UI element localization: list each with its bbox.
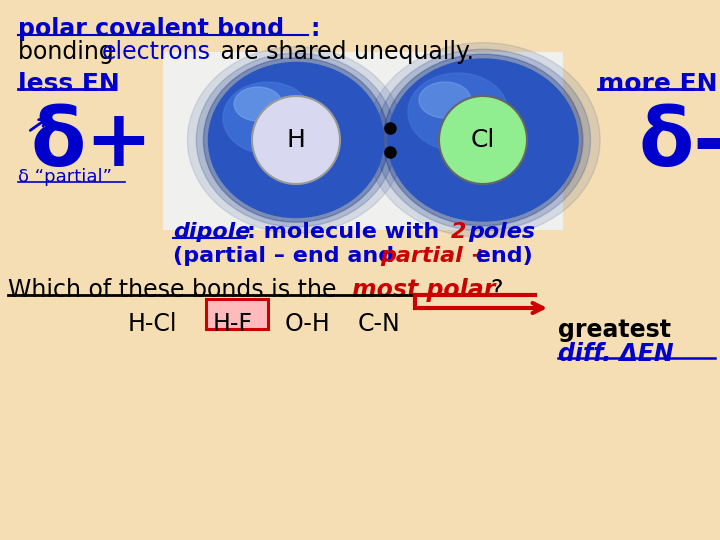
Ellipse shape: [366, 43, 600, 238]
Text: O-H: O-H: [285, 312, 330, 336]
Text: bonding: bonding: [18, 40, 121, 64]
Ellipse shape: [383, 54, 583, 226]
Text: Which of these bonds is the: Which of these bonds is the: [8, 278, 344, 302]
Text: are shared unequally.: are shared unequally.: [213, 40, 474, 64]
Ellipse shape: [388, 59, 578, 221]
Ellipse shape: [187, 47, 405, 233]
Ellipse shape: [376, 49, 590, 231]
Text: Cl: Cl: [471, 128, 495, 152]
Ellipse shape: [204, 58, 389, 222]
Text: H: H: [287, 128, 305, 152]
Text: (partial – end and: (partial – end and: [173, 246, 402, 266]
FancyBboxPatch shape: [163, 52, 563, 230]
Text: H-Cl: H-Cl: [128, 312, 178, 336]
Ellipse shape: [408, 73, 508, 151]
Ellipse shape: [209, 63, 384, 218]
Text: ?: ?: [490, 278, 503, 302]
Text: δ+: δ+: [30, 105, 153, 183]
Text: :: :: [310, 17, 320, 41]
Text: partial +: partial +: [380, 246, 489, 266]
Ellipse shape: [419, 82, 471, 118]
Text: poles: poles: [468, 222, 535, 242]
Text: δ “partial”: δ “partial”: [18, 168, 112, 186]
Circle shape: [252, 96, 340, 184]
Ellipse shape: [223, 82, 313, 154]
Ellipse shape: [197, 53, 396, 227]
Text: polar covalent bond: polar covalent bond: [18, 17, 284, 41]
Text: less EN: less EN: [18, 72, 120, 96]
Text: 2: 2: [451, 222, 474, 242]
Text: most polar: most polar: [352, 278, 495, 302]
Text: δ-: δ-: [638, 105, 720, 183]
Text: : molecule with: : molecule with: [247, 222, 447, 242]
FancyBboxPatch shape: [206, 299, 268, 329]
Text: more EN: more EN: [598, 72, 718, 96]
Text: dipole: dipole: [173, 222, 251, 242]
Text: greatest: greatest: [558, 318, 671, 342]
Text: diff. ΔEN: diff. ΔEN: [558, 342, 674, 366]
Text: end): end): [468, 246, 533, 266]
Circle shape: [439, 96, 527, 184]
Text: C-N: C-N: [358, 312, 401, 336]
Text: electrons: electrons: [102, 40, 211, 64]
Ellipse shape: [234, 87, 282, 121]
Text: H-F: H-F: [213, 312, 253, 336]
